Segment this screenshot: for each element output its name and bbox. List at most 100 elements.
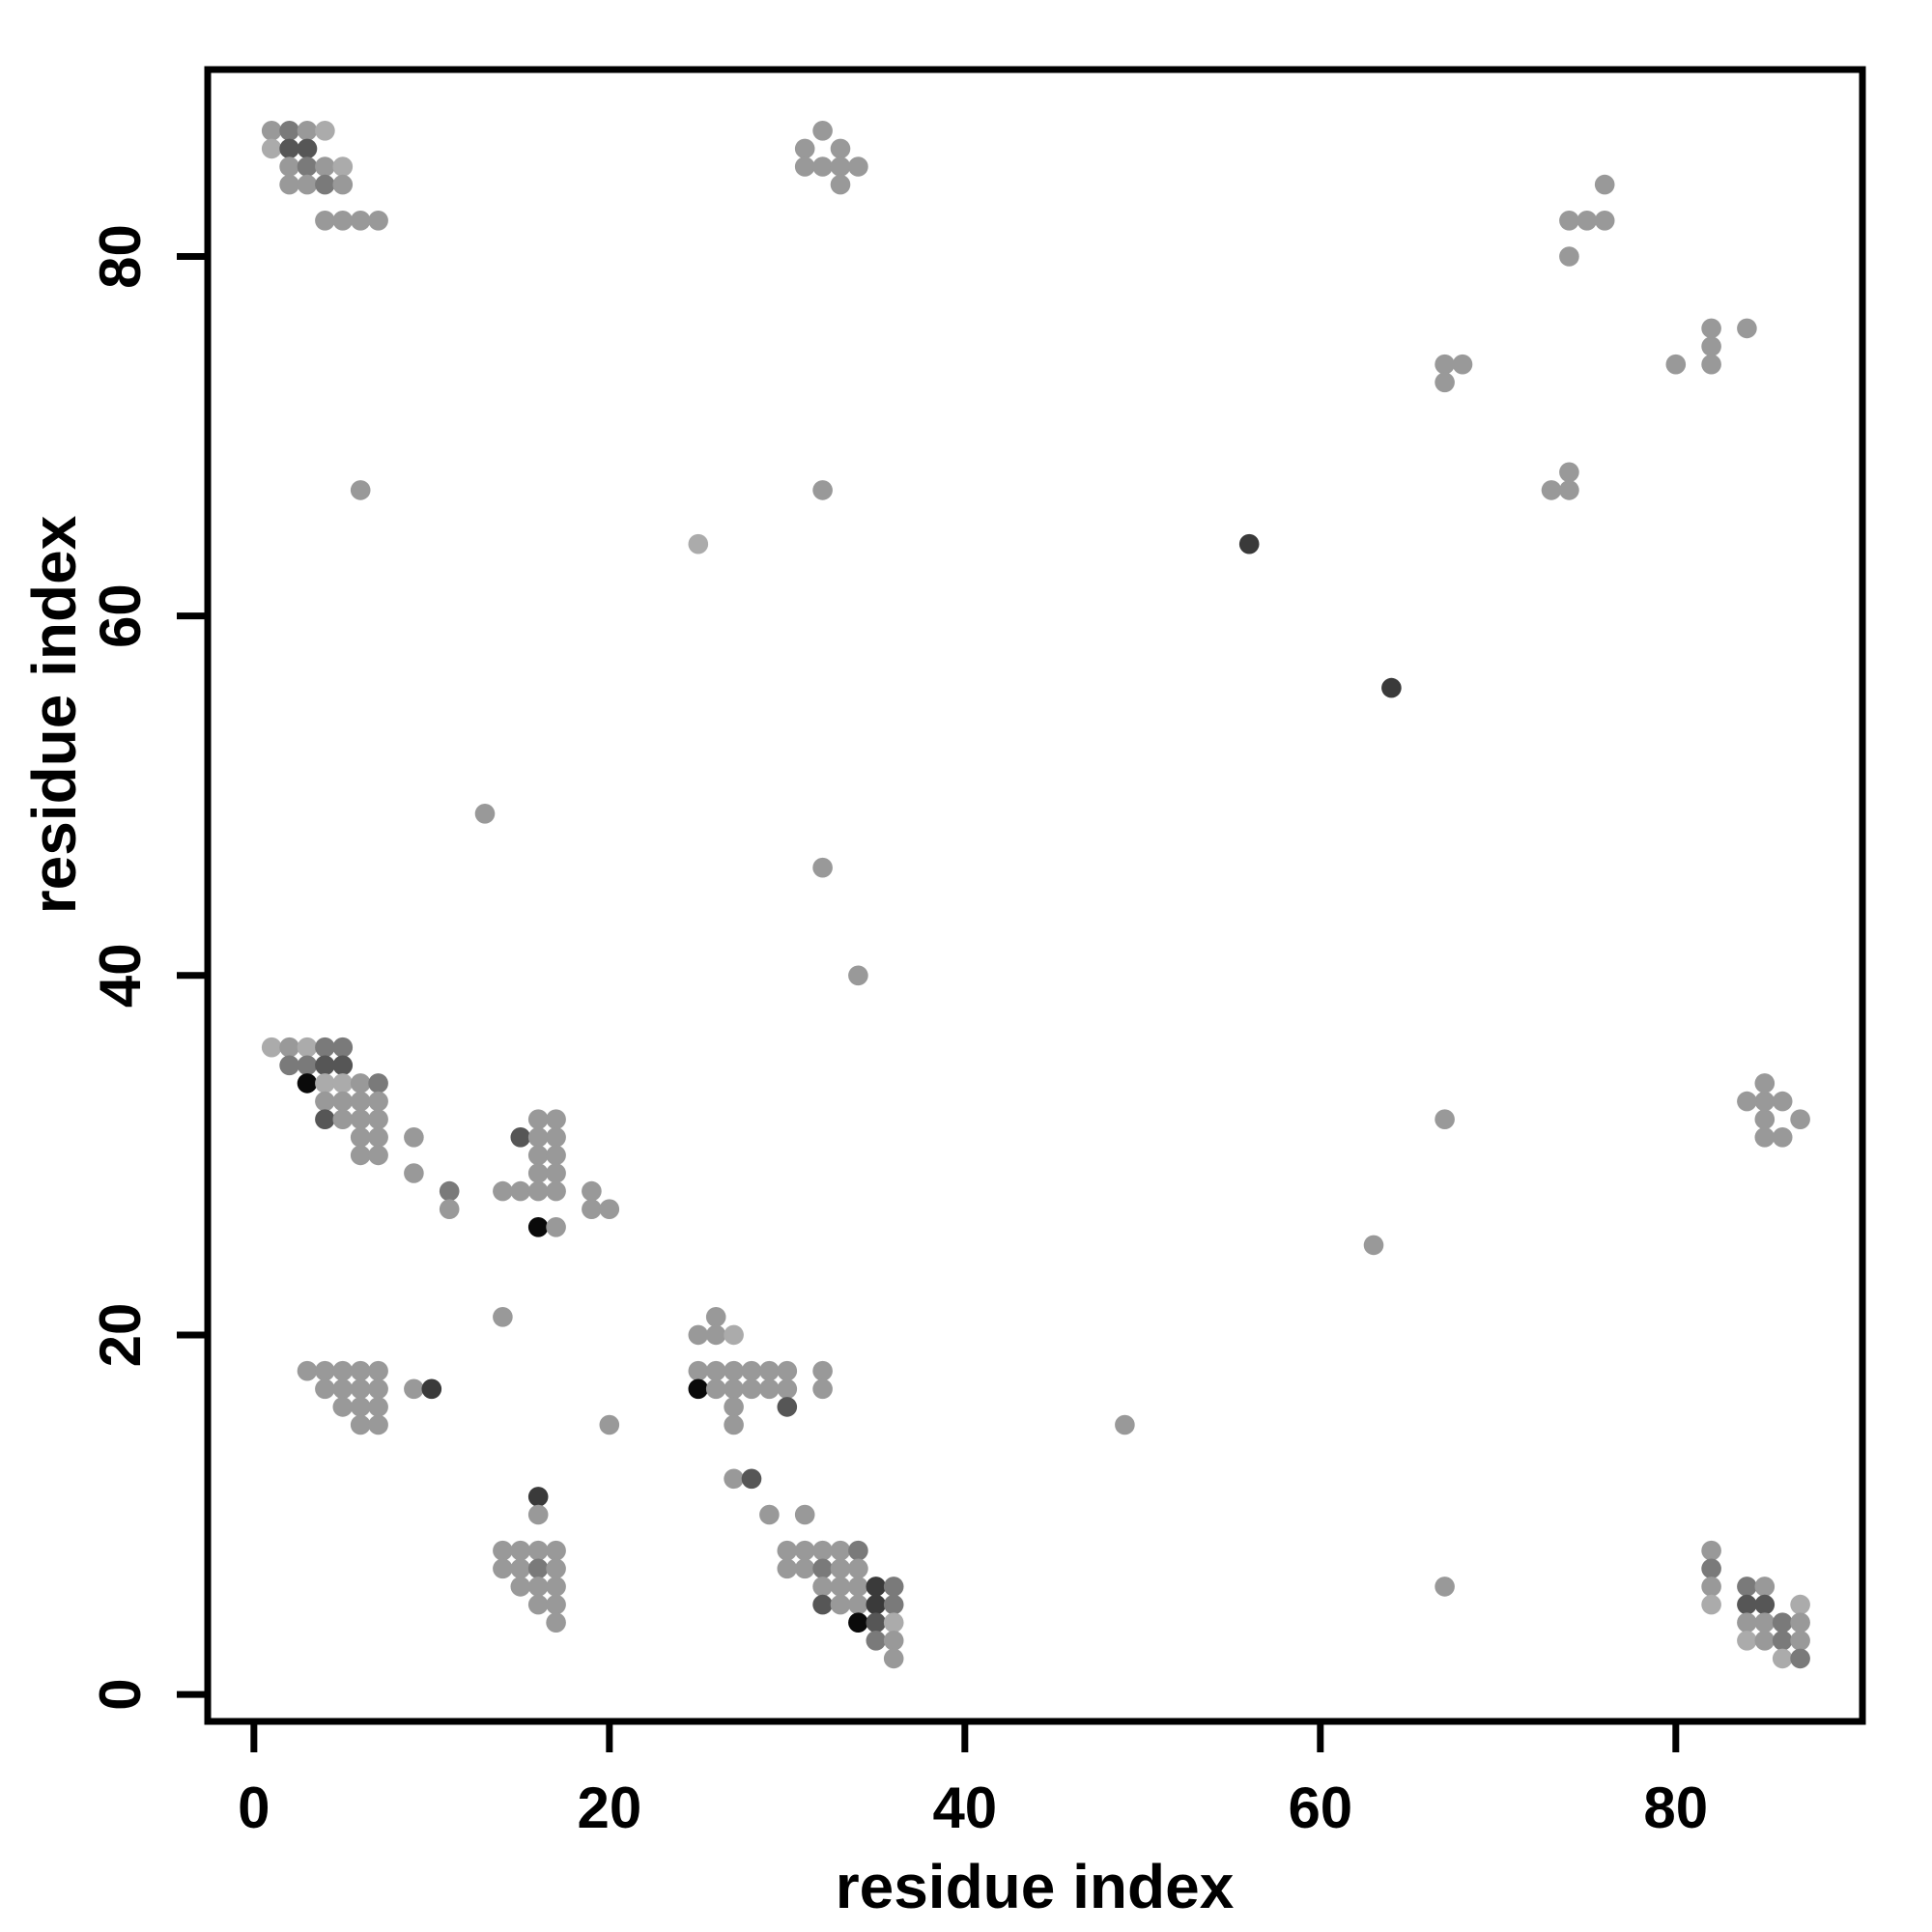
contact-point xyxy=(1737,1631,1757,1651)
contact-point xyxy=(297,121,318,141)
contact-point xyxy=(332,1055,354,1076)
y-axis-title: residue index xyxy=(19,515,89,914)
contact-point xyxy=(794,156,815,177)
y-tick-label: 60 xyxy=(88,583,153,648)
contact-point xyxy=(350,1109,371,1129)
contact-point xyxy=(1754,1073,1776,1094)
contact-point xyxy=(527,1487,549,1507)
contact-point xyxy=(332,1397,354,1417)
contact-point xyxy=(332,1073,354,1094)
contact-point xyxy=(777,1378,798,1400)
contact-point xyxy=(1665,354,1687,375)
contact-point xyxy=(759,1360,780,1381)
contact-point xyxy=(794,138,815,159)
x-tick-label: 20 xyxy=(577,1776,641,1840)
contact-point xyxy=(794,1558,815,1579)
contact-point xyxy=(883,1648,904,1669)
contact-point xyxy=(297,138,318,159)
contact-point xyxy=(279,156,299,177)
contact-point xyxy=(1790,1631,1810,1651)
contact-point xyxy=(812,156,833,177)
contact-point xyxy=(812,857,833,878)
contact-point xyxy=(368,1073,388,1094)
contact-point xyxy=(848,965,868,986)
contact-point xyxy=(688,1378,709,1400)
contact-point xyxy=(724,1324,744,1346)
contact-point xyxy=(883,1612,904,1633)
contact-point xyxy=(848,1577,868,1597)
contact-point xyxy=(1754,1091,1776,1112)
contact-point xyxy=(439,1180,460,1202)
contact-point xyxy=(1754,1594,1776,1615)
contact-point xyxy=(777,1360,798,1381)
contact-point xyxy=(332,1109,354,1129)
contact-point xyxy=(848,1594,868,1615)
contact-point xyxy=(350,1360,371,1381)
contact-point xyxy=(493,1540,513,1561)
contact-point xyxy=(546,1163,566,1183)
contact-point xyxy=(1790,1612,1810,1633)
contact-point xyxy=(1772,1631,1793,1651)
contact-point xyxy=(527,1594,549,1615)
contact-point xyxy=(1737,1612,1757,1633)
contact-point xyxy=(705,1324,726,1346)
contact-point xyxy=(493,1558,513,1579)
x-tick-label: 0 xyxy=(238,1776,270,1840)
contact-point xyxy=(546,1127,566,1148)
contact-point xyxy=(688,1360,709,1381)
contact-point xyxy=(368,1397,388,1417)
contact-point xyxy=(830,138,851,159)
contact-point xyxy=(297,1037,318,1058)
contact-point xyxy=(493,1307,513,1327)
contact-point xyxy=(1754,1612,1776,1633)
contact-point xyxy=(1737,1091,1757,1112)
contact-point xyxy=(883,1577,904,1597)
y-axis-ticks: 0 20 40 60 80 xyxy=(88,224,208,1711)
contact-point xyxy=(688,533,709,554)
contact-point xyxy=(368,1414,388,1435)
contact-point xyxy=(510,1540,531,1561)
contact-point xyxy=(332,1378,354,1400)
contact-point xyxy=(368,1145,388,1166)
contact-point xyxy=(332,211,354,231)
contact-point xyxy=(332,1360,354,1381)
contact-point xyxy=(546,1558,566,1579)
contact-point xyxy=(1559,211,1579,231)
contact-point xyxy=(279,138,299,159)
contact-point xyxy=(546,1540,566,1561)
contact-point xyxy=(812,1360,833,1381)
contact-point xyxy=(599,1414,620,1435)
contact-point xyxy=(866,1631,887,1651)
contact-point xyxy=(297,1073,318,1094)
contact-point xyxy=(474,804,496,824)
contact-point xyxy=(297,1360,318,1381)
contact-point xyxy=(599,1199,620,1219)
contact-point xyxy=(493,1180,513,1202)
contact-point xyxy=(1737,318,1757,339)
y-tick-label: 80 xyxy=(88,224,153,289)
contact-point xyxy=(527,1163,549,1183)
contact-point xyxy=(724,1414,744,1435)
contact-point xyxy=(1559,462,1579,483)
data-points-layer xyxy=(261,121,1810,1669)
contact-point xyxy=(1115,1414,1135,1435)
contact-point xyxy=(1559,480,1579,500)
contact-point xyxy=(1754,1109,1776,1129)
contact-point xyxy=(883,1631,904,1651)
contact-point xyxy=(830,1558,851,1579)
contact-point xyxy=(527,1180,549,1202)
contact-point xyxy=(261,121,282,141)
contact-point xyxy=(546,1594,566,1615)
contact-point xyxy=(1452,354,1473,375)
contact-point xyxy=(1754,1577,1776,1597)
contact-point xyxy=(546,1180,566,1202)
contact-point xyxy=(794,1540,815,1561)
contact-point xyxy=(404,1163,424,1183)
contact-point xyxy=(315,1360,335,1381)
contact-point xyxy=(368,1360,388,1381)
contact-point xyxy=(866,1577,887,1597)
contact-point xyxy=(315,211,335,231)
contact-point xyxy=(315,1055,335,1076)
contact-point xyxy=(546,1145,566,1166)
contact-point xyxy=(724,1468,744,1490)
